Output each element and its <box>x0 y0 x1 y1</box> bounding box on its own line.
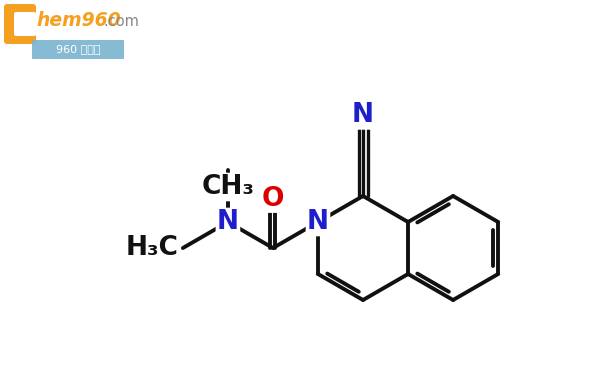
FancyBboxPatch shape <box>32 40 124 59</box>
Text: .com: .com <box>103 13 139 28</box>
Text: H₃C: H₃C <box>126 235 179 261</box>
Text: N: N <box>217 209 239 235</box>
Text: N: N <box>307 209 329 235</box>
FancyBboxPatch shape <box>14 12 36 36</box>
Text: CH₃: CH₃ <box>201 174 254 200</box>
Text: hem960: hem960 <box>36 12 120 30</box>
FancyBboxPatch shape <box>4 4 36 44</box>
Text: O: O <box>262 186 284 211</box>
Text: 960 化工网: 960 化工网 <box>56 45 100 54</box>
Text: N: N <box>352 102 374 128</box>
